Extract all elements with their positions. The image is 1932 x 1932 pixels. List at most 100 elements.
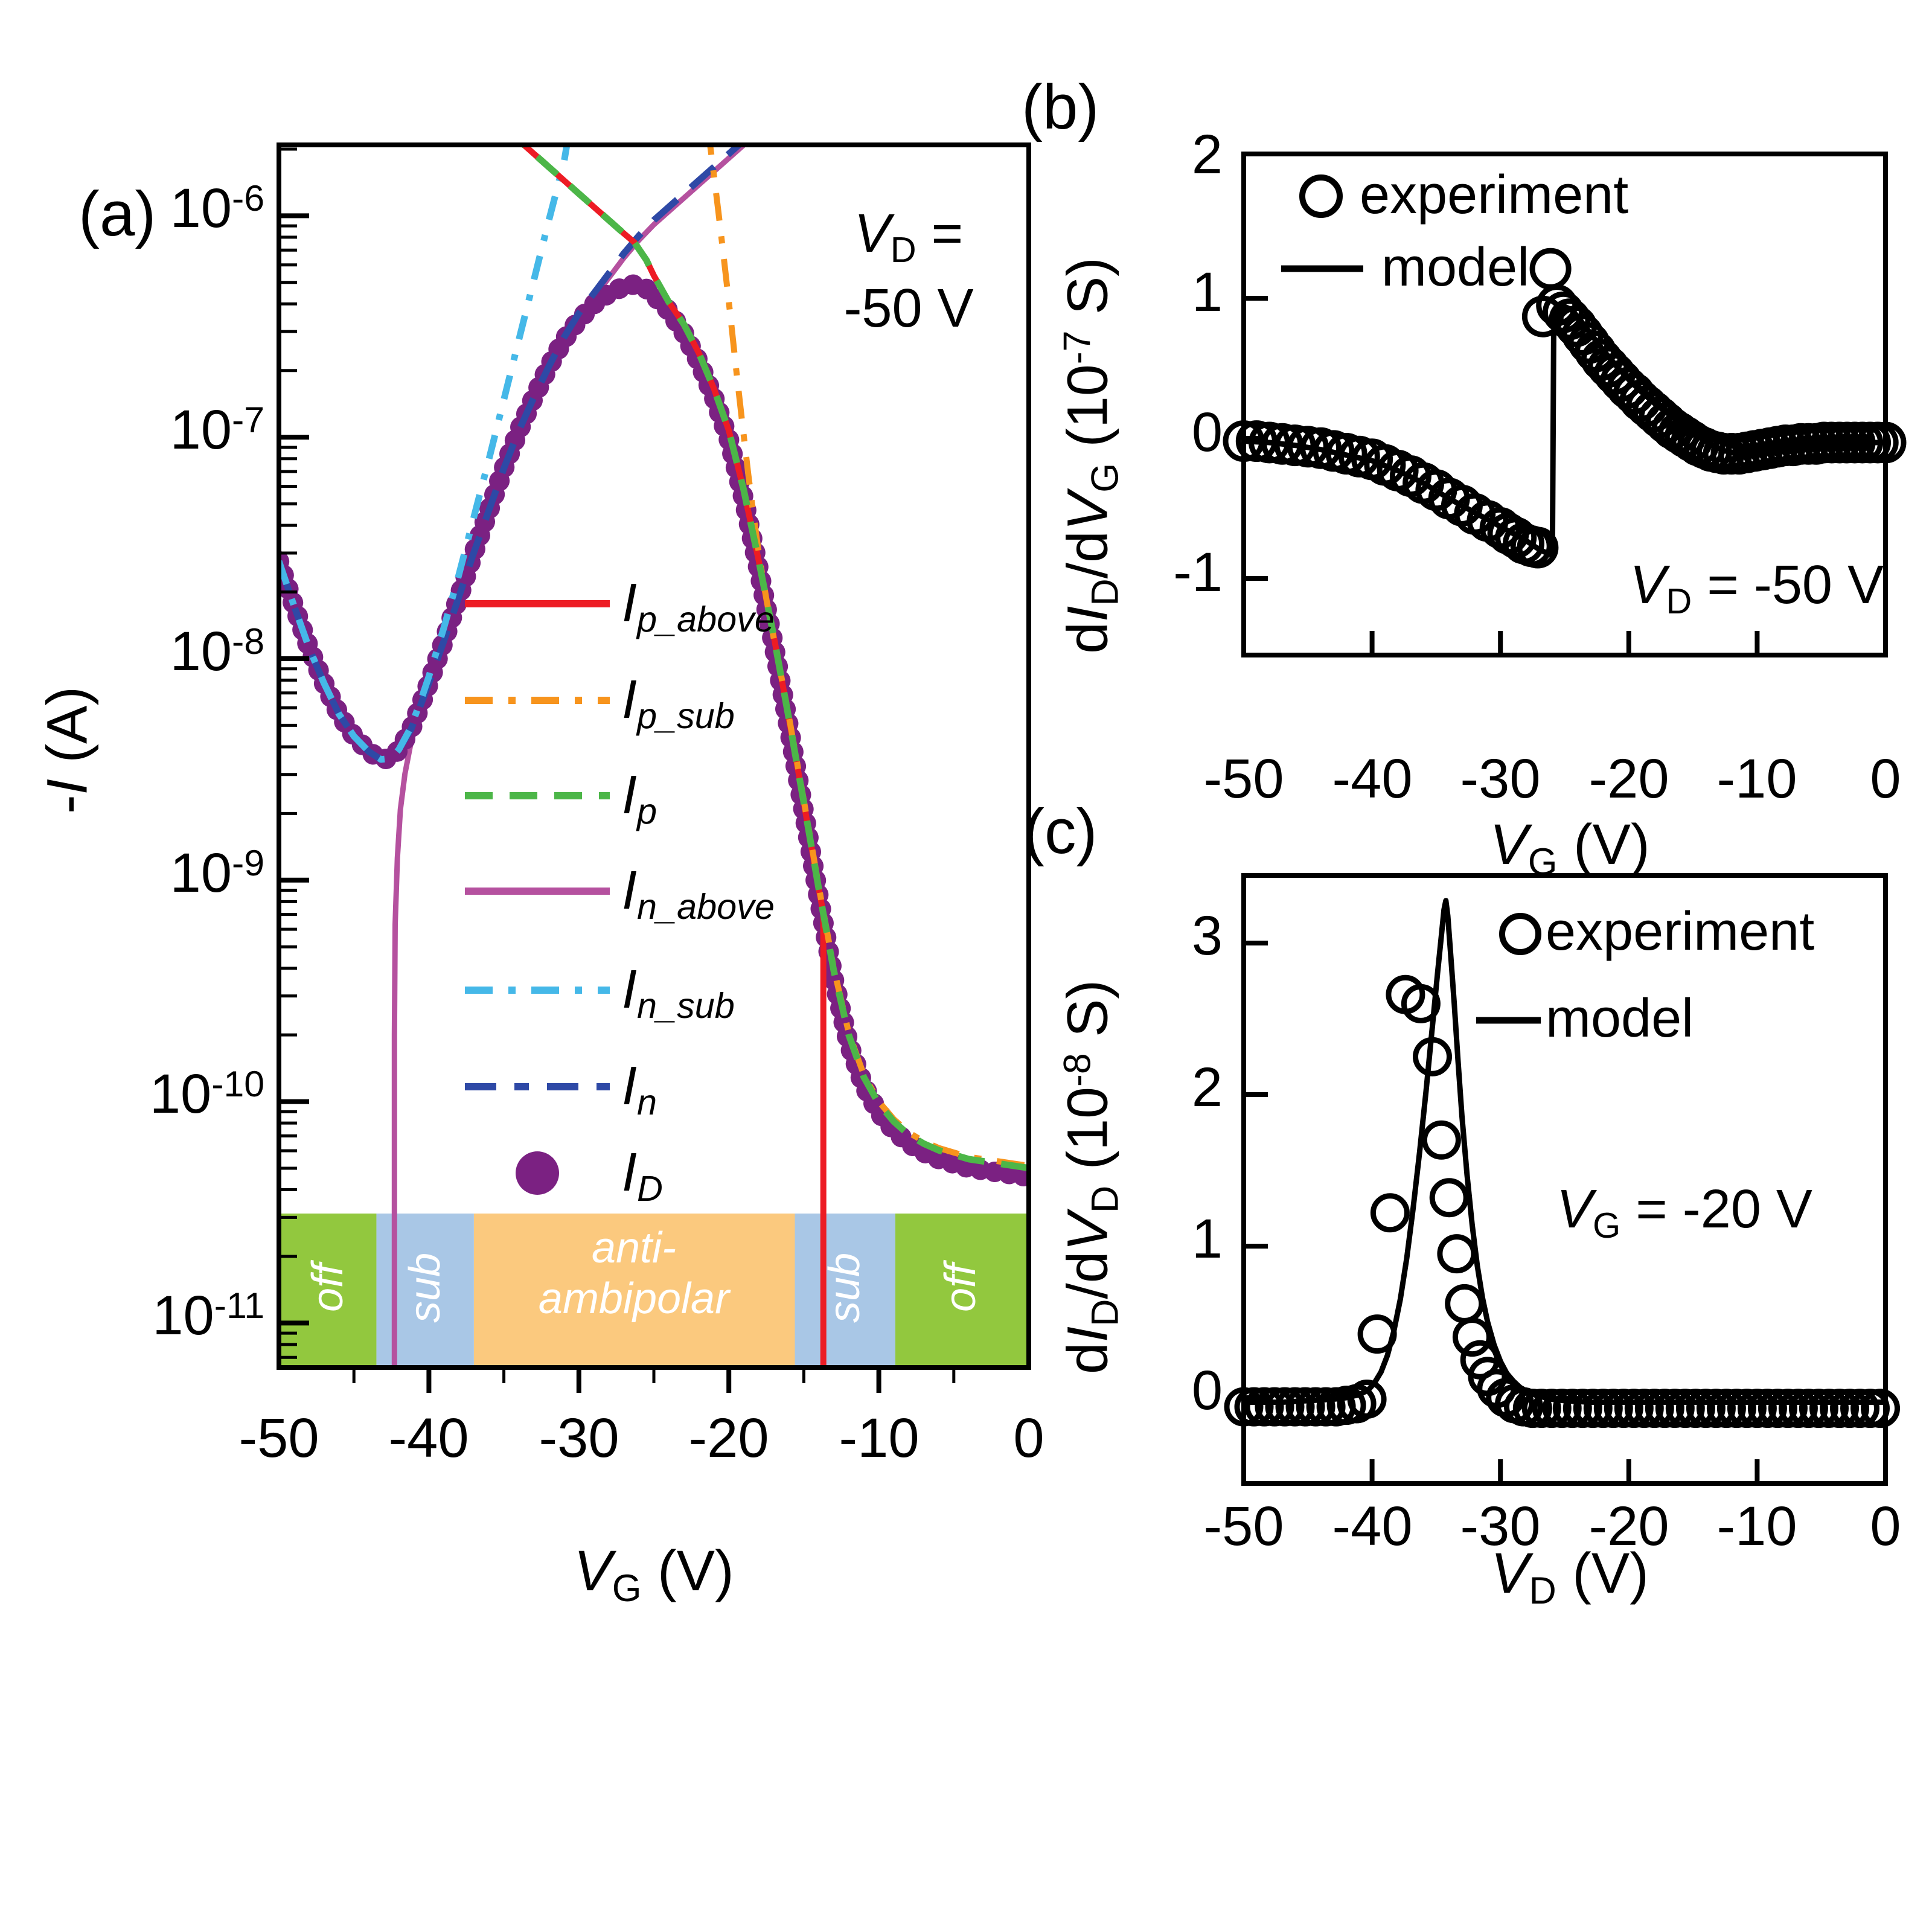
a-xtick--40: -40 bbox=[388, 1407, 469, 1469]
a-legend-ip-sub: Ip_sub bbox=[622, 670, 735, 736]
b-legend-model: model bbox=[1381, 237, 1530, 298]
c-y-axis-label: dID/dVD (10-8 S) bbox=[1055, 979, 1127, 1375]
c-ytick-1: 1 bbox=[1191, 1208, 1223, 1270]
a-ytick-1e-11: 10-11 bbox=[152, 1284, 264, 1346]
c-experiment-marker bbox=[1820, 1389, 1859, 1428]
a-y-axis-label: -I (A) bbox=[35, 479, 101, 1022]
region-label-anti-ambipolar: anti- ambipolar bbox=[538, 1224, 730, 1323]
c-experiment-marker bbox=[1706, 1389, 1746, 1428]
c-experiment-marker bbox=[1675, 1389, 1715, 1428]
a-xtick-0: 0 bbox=[1013, 1407, 1044, 1469]
c-experiment-marker bbox=[1347, 1380, 1387, 1419]
b-experiment-marker bbox=[1287, 426, 1329, 468]
b-legend-experiment: experiment bbox=[1360, 165, 1629, 225]
c-experiment-marker bbox=[1583, 1389, 1623, 1428]
c-legend-experiment: experiment bbox=[1546, 901, 1815, 962]
a-ylabel-symbol: I bbox=[35, 779, 100, 795]
region-band-2 bbox=[473, 1214, 795, 1365]
region-label-off-right: off bbox=[936, 1263, 985, 1313]
a-ytick-1e-8: 10-8 bbox=[170, 620, 264, 682]
a-legend-in-above: In_above bbox=[622, 860, 775, 927]
panel-a-tag: (a) bbox=[78, 179, 156, 249]
c-experiment-marker bbox=[1593, 1389, 1633, 1428]
c-legend-circle-icon bbox=[1499, 913, 1541, 955]
a-ylabel-unit: (A) bbox=[35, 686, 100, 779]
c-experiment-marker bbox=[1758, 1389, 1797, 1428]
c-experiment-marker bbox=[1244, 1387, 1284, 1427]
b-experiment-marker bbox=[1517, 526, 1559, 569]
c-experiment-marker bbox=[1357, 1314, 1397, 1354]
a-ytick-1e-9: 10-9 bbox=[170, 842, 264, 904]
region-label-off-left: off bbox=[304, 1263, 352, 1313]
b-ytick-2: 2 bbox=[1191, 124, 1223, 185]
c-experiment-marker bbox=[1768, 1389, 1808, 1428]
b-ytick--1: -1 bbox=[1173, 542, 1223, 603]
a-x-axis-label: VG (V) bbox=[574, 1539, 734, 1610]
b-xtick--20: -20 bbox=[1588, 748, 1669, 810]
c-experiment-marker bbox=[1696, 1389, 1736, 1428]
c-experiment-marker bbox=[1788, 1389, 1828, 1428]
a-ytick-1e-6: 10-6 bbox=[170, 177, 264, 239]
c-experiment-marker bbox=[1401, 984, 1441, 1023]
b-xtick--50: -50 bbox=[1203, 748, 1284, 810]
c-experiment-marker bbox=[1634, 1389, 1674, 1428]
panel-b-tag: (b) bbox=[1022, 72, 1099, 142]
region-band-3 bbox=[795, 1214, 895, 1365]
c-experiment-marker bbox=[1840, 1389, 1879, 1428]
c-xtick--50: -50 bbox=[1203, 1495, 1284, 1557]
c-xtick--30: -30 bbox=[1460, 1495, 1541, 1557]
c-experiment-marker bbox=[1370, 1193, 1410, 1233]
region-label-sub-left: sub bbox=[401, 1252, 449, 1323]
region-band-0 bbox=[279, 1214, 377, 1365]
c-experiment-marker bbox=[1665, 1389, 1705, 1428]
c-experiment-marker bbox=[1255, 1387, 1294, 1427]
c-xtick--10: -10 bbox=[1716, 1495, 1797, 1557]
c-experiment-marker bbox=[1532, 1389, 1572, 1428]
c-experiment-marker bbox=[1542, 1389, 1582, 1428]
a-legend-ip: Ip bbox=[622, 765, 657, 831]
curve-I_p_sub bbox=[707, 147, 1026, 1169]
a-xtick--50: -50 bbox=[238, 1407, 319, 1469]
a-legend-in: In bbox=[622, 1056, 657, 1122]
b-experiment-marker bbox=[1529, 248, 1572, 290]
b-y-axis-label: dID/dVG (10-7 S) bbox=[1055, 257, 1127, 654]
curve-I_p bbox=[521, 147, 1026, 1171]
c-experiment-marker bbox=[1265, 1387, 1305, 1427]
c-experiment-marker bbox=[1573, 1389, 1613, 1428]
c-experiment-marker bbox=[1747, 1389, 1787, 1428]
c-experiment-marker bbox=[1285, 1387, 1325, 1427]
a-ylabel-pre: - bbox=[35, 795, 100, 814]
c-experiment-marker bbox=[1778, 1389, 1818, 1428]
region-label-sub-right: sub bbox=[820, 1252, 869, 1323]
c-experiment-marker bbox=[1552, 1389, 1592, 1428]
c-experiment-marker bbox=[1563, 1389, 1602, 1428]
c-experiment-marker bbox=[1624, 1389, 1664, 1428]
c-experiment-marker bbox=[1799, 1389, 1838, 1428]
c-experiment-marker bbox=[1809, 1389, 1849, 1428]
c-experiment-marker bbox=[1234, 1387, 1274, 1427]
c-experiment-marker bbox=[1830, 1389, 1869, 1428]
curve-I_n_sub bbox=[281, 147, 570, 763]
c-ytick-0: 0 bbox=[1191, 1360, 1223, 1421]
a-ytick-1e-10: 10-10 bbox=[149, 1063, 264, 1125]
c-xtick--20: -20 bbox=[1588, 1495, 1669, 1557]
c-experiment-marker bbox=[1604, 1389, 1643, 1428]
b-x-axis-label: VG (V) bbox=[1489, 813, 1650, 883]
c-experiment-marker bbox=[1429, 1178, 1469, 1218]
c-experiment-marker bbox=[1521, 1389, 1561, 1428]
panel-c-tag: (c) bbox=[1023, 796, 1098, 867]
c-experiment-marker bbox=[1437, 1234, 1477, 1274]
b-xtick--10: -10 bbox=[1716, 748, 1797, 810]
c-ytick-2: 2 bbox=[1191, 1057, 1223, 1118]
b-experiment-marker bbox=[1274, 424, 1316, 467]
c-experiment-marker bbox=[1614, 1389, 1654, 1428]
c-experiment-marker bbox=[1645, 1389, 1684, 1428]
c-plot-frame bbox=[1241, 873, 1888, 1486]
b-legend-circle-icon bbox=[1299, 174, 1343, 218]
a-curves bbox=[281, 147, 1026, 1365]
c-experiment-marker bbox=[1445, 1284, 1485, 1323]
b-annotation-vd: VD = -50 V bbox=[1630, 555, 1884, 621]
c-xtick-0: 0 bbox=[1870, 1495, 1901, 1557]
c-curves bbox=[1246, 898, 1883, 1405]
